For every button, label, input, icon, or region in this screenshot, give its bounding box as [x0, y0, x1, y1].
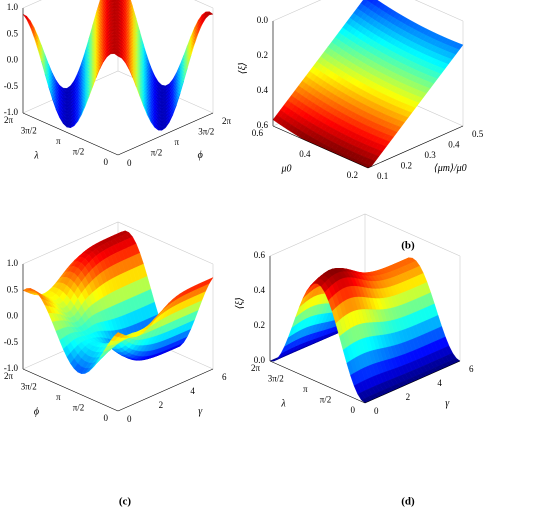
y-axis-label: γ — [445, 398, 450, 409]
surface — [22, 0, 214, 131]
z-tick-label: 0.0 — [257, 15, 269, 25]
z-tick-label: 0.2 — [254, 320, 265, 330]
y-axis-label: ⟨μm⟩/μ0 — [434, 163, 467, 174]
panel-caption: (d) — [401, 496, 415, 508]
panel-4: 0 π/2 π 3π/2 2π 0 2 4 6 0.0 0.2 0.4 0.6 λ γ ⟨ξ̇⟩ (d) — [234, 213, 474, 508]
y-axis-label: ϕ — [198, 150, 203, 161]
y-tick-label: 2 — [159, 400, 164, 410]
surface-cell — [113, 332, 123, 337]
x-axis-label: λ — [280, 398, 286, 409]
x-axis-label: ϕ — [34, 406, 39, 417]
x-tick-label: 2π — [4, 371, 14, 381]
y-axis-line — [367, 125, 464, 169]
box-top-back — [272, 0, 464, 22]
x-tick-label: 0 — [104, 413, 109, 423]
x-tick-label: 3π/2 — [21, 382, 37, 392]
y-tick-label: 2π — [222, 116, 232, 126]
z-tick-label: -1.0 — [4, 107, 19, 117]
z-tick-label: 0.0 — [7, 55, 19, 65]
surface — [272, 0, 464, 169]
x-tick-label: 0 — [104, 157, 109, 167]
x-tick-label: π/2 — [73, 147, 85, 157]
x-tick-label: 2π — [251, 363, 261, 373]
x-tick-label: 0 — [351, 405, 356, 415]
y-tick-label: 0 — [127, 158, 132, 168]
z-tick-label: 0.4 — [254, 285, 266, 295]
y-tick-label: 4 — [437, 378, 442, 388]
y-tick-label: π/2 — [151, 148, 163, 158]
surface-cell — [113, 52, 122, 59]
z-tick-label: 0.5 — [7, 284, 19, 294]
z-tick-label: 0.6 — [257, 120, 269, 130]
y-tick-label: 3π/2 — [198, 127, 214, 137]
y-tick-label: 0.3 — [425, 150, 437, 160]
x-axis-line — [269, 360, 366, 404]
z-axis-label: ⟨ξ̇⟩ — [237, 62, 248, 74]
z-tick-label: -0.5 — [4, 81, 19, 91]
z-axis-label: ⟨ξ̇⟩ — [234, 297, 245, 309]
y-tick-label: 0.4 — [448, 140, 460, 150]
z-tick-label: 1.0 — [7, 258, 19, 268]
x-tick-label: π — [303, 384, 308, 394]
z-tick-label: 0.0 — [7, 311, 19, 321]
y-tick-label: 2 — [406, 392, 411, 402]
y-axis-line — [117, 112, 214, 156]
x-tick-label: 0.4 — [299, 149, 311, 159]
x-tick-label: π — [56, 392, 61, 402]
y-axis-line — [117, 368, 214, 412]
y-tick-label: 0.2 — [401, 161, 412, 171]
x-tick-label: 2π — [4, 115, 14, 125]
x-tick-label: π — [56, 136, 61, 146]
x-tick-label: 0.6 — [252, 128, 264, 138]
y-tick-label: 6 — [222, 372, 227, 382]
surface — [22, 230, 214, 374]
z-tick-label: 0.0 — [254, 355, 266, 365]
z-tick-label: 0.5 — [7, 28, 19, 38]
panel-caption: (c) — [119, 496, 132, 508]
z-tick-label: -1.0 — [4, 363, 19, 373]
z-tick-label: -0.5 — [4, 337, 19, 347]
surface — [269, 257, 461, 404]
panel-3: 0π/2π3π/22π02461.00.50.0-0.5-1.0ϕγ⟨ξ̇⟩(c… — [4, 221, 227, 508]
z-tick-label: 0.2 — [257, 50, 268, 60]
x-axis-label: μ0 — [280, 163, 291, 174]
x-tick-label: π/2 — [73, 403, 85, 413]
z-tick-label: 1.0 — [7, 2, 19, 12]
y-axis-label: γ — [198, 406, 203, 417]
y-tick-label: 4 — [190, 386, 195, 396]
panel-caption: (b) — [401, 240, 415, 252]
x-axis-line — [272, 125, 369, 169]
y-tick-label: π — [175, 137, 180, 147]
panel-2: 0.2 0.4 0.6 0.1 0.2 0.3 0.4 0.5 0.0 0.2 0.4 0.6 μ0 ⟨μ… — [237, 0, 484, 252]
y-tick-label: 0.1 — [377, 171, 388, 181]
y-tick-label: 0.5 — [472, 129, 484, 139]
z-tick-label: 0.6 — [254, 250, 266, 260]
z-tick-label: 0.4 — [257, 85, 269, 95]
x-tick-label: π/2 — [320, 395, 332, 405]
panel-1: 0 π/2 π 3π/2 2π 0 π/2 π 3π/2 2π 1.0 0.5 0.0 -0.5 -1.0 λ… — [4, 0, 232, 252]
y-axis-line — [364, 360, 461, 404]
x-tick-label: 3π/2 — [21, 126, 37, 136]
x-axis-label: λ — [33, 150, 39, 161]
y-tick-label: 6 — [469, 364, 474, 374]
y-tick-label: 0 — [127, 414, 132, 424]
x-axis-line — [22, 368, 119, 412]
x-tick-label: 0.2 — [347, 170, 358, 180]
x-tick-label: 3π/2 — [268, 374, 284, 384]
x-axis-line — [22, 112, 119, 156]
y-tick-label: 0 — [374, 406, 379, 416]
